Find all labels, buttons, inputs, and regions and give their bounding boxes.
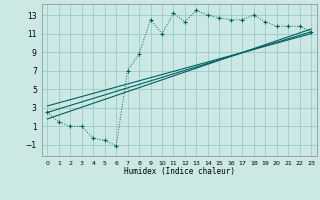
X-axis label: Humidex (Indice chaleur): Humidex (Indice chaleur) <box>124 167 235 176</box>
